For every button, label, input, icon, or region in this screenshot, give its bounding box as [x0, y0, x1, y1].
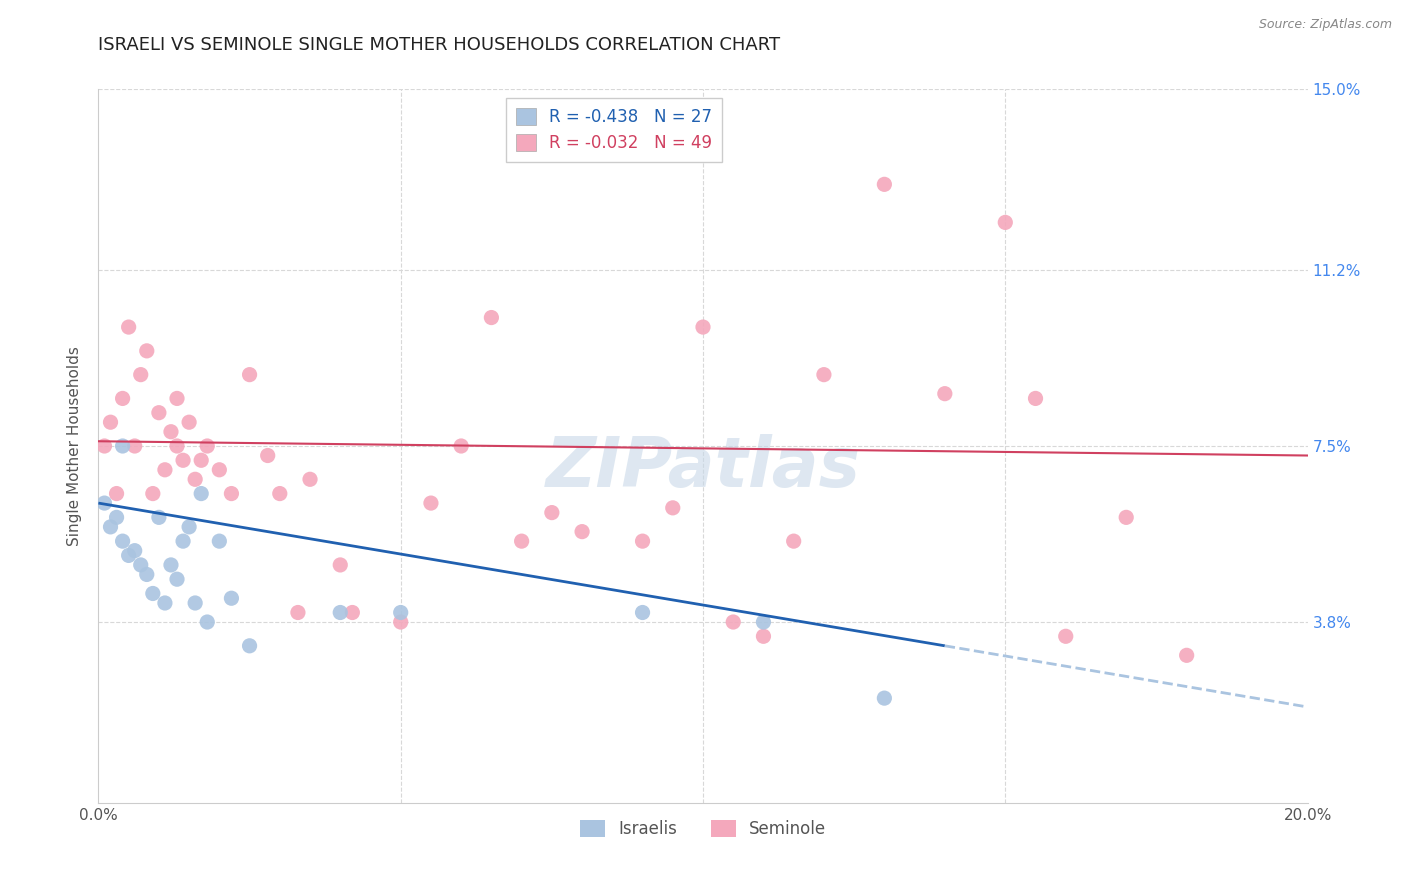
Point — [195, 439, 218, 453]
Point — [184, 472, 207, 486]
Point — [389, 615, 412, 629]
Point — [329, 606, 352, 620]
Point — [1175, 648, 1198, 663]
Point — [256, 449, 278, 463]
Point — [105, 510, 128, 524]
Legend: Israelis, Seminole: Israelis, Seminole — [574, 813, 832, 845]
Point — [111, 392, 134, 406]
Point — [450, 439, 472, 453]
Point — [184, 596, 207, 610]
Point — [631, 534, 654, 549]
Text: ZIPatlas: ZIPatlas — [546, 434, 860, 501]
Point — [190, 453, 212, 467]
Point — [172, 534, 194, 549]
Point — [148, 406, 170, 420]
Point — [142, 486, 165, 500]
Point — [100, 415, 122, 429]
Point — [208, 463, 231, 477]
Point — [420, 496, 443, 510]
Point — [221, 591, 243, 606]
Point — [661, 500, 683, 515]
Point — [1024, 392, 1046, 406]
Point — [166, 572, 188, 586]
Point — [287, 606, 309, 620]
Point — [105, 486, 128, 500]
Point — [160, 558, 183, 572]
Point — [299, 472, 322, 486]
Point — [239, 368, 262, 382]
Point — [692, 320, 714, 334]
Point — [160, 425, 183, 439]
Point — [124, 439, 146, 453]
Point — [129, 558, 152, 572]
Point — [118, 549, 141, 563]
Point — [135, 567, 157, 582]
Point — [481, 310, 503, 325]
Point — [100, 520, 122, 534]
Point — [389, 606, 412, 620]
Point — [631, 606, 654, 620]
Point — [111, 439, 134, 453]
Point — [571, 524, 593, 539]
Point — [510, 534, 533, 549]
Y-axis label: Single Mother Households: Single Mother Households — [67, 346, 83, 546]
Point — [208, 534, 231, 549]
Point — [124, 543, 146, 558]
Point — [540, 506, 562, 520]
Point — [1115, 510, 1137, 524]
Text: ISRAELI VS SEMINOLE SINGLE MOTHER HOUSEHOLDS CORRELATION CHART: ISRAELI VS SEMINOLE SINGLE MOTHER HOUSEH… — [98, 36, 780, 54]
Point — [873, 691, 896, 706]
Point — [195, 615, 218, 629]
Point — [93, 439, 115, 453]
Point — [129, 368, 152, 382]
Point — [239, 639, 262, 653]
Point — [135, 343, 157, 358]
Point — [172, 453, 194, 467]
Point — [142, 586, 165, 600]
Point — [873, 178, 896, 192]
Point — [994, 215, 1017, 229]
Point — [723, 615, 745, 629]
Point — [93, 496, 115, 510]
Point — [934, 386, 956, 401]
Point — [752, 629, 775, 643]
Point — [269, 486, 291, 500]
Point — [153, 596, 176, 610]
Point — [148, 510, 170, 524]
Point — [118, 320, 141, 334]
Point — [111, 534, 134, 549]
Point — [179, 520, 201, 534]
Point — [1054, 629, 1077, 643]
Point — [153, 463, 176, 477]
Point — [166, 439, 188, 453]
Point — [329, 558, 352, 572]
Point — [221, 486, 243, 500]
Point — [190, 486, 212, 500]
Text: Source: ZipAtlas.com: Source: ZipAtlas.com — [1258, 18, 1392, 31]
Point — [752, 615, 775, 629]
Point — [179, 415, 201, 429]
Point — [166, 392, 188, 406]
Point — [342, 606, 364, 620]
Point — [813, 368, 835, 382]
Point — [783, 534, 806, 549]
